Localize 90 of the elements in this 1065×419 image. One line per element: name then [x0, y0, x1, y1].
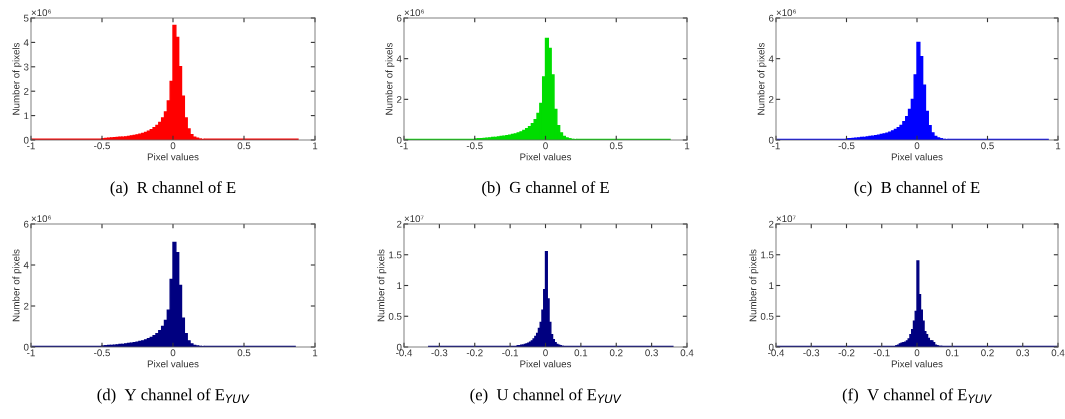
y-tick-label: 0 [396, 136, 402, 144]
y-axis-title: Number of pixels [385, 42, 395, 115]
y-tick-label: 2 [397, 96, 402, 103]
x-tick-label: 0.4 [680, 349, 694, 357]
x-tick-label: 0.5 [237, 349, 251, 357]
text: (e) U channel of E$_{YUV}$ [470, 388, 622, 404]
y-tick-label: 0 [768, 343, 774, 351]
y-tick-label: 6 [769, 14, 774, 22]
x-tick-label: 0 [914, 349, 920, 357]
x-tick-label: 0.3 [1016, 349, 1030, 357]
y-tick-label: 1.5 [761, 251, 774, 259]
x-tick-label: -1 [27, 349, 35, 357]
text: (a) R channel of E [110, 181, 236, 197]
x-tick-label: -0.3 [431, 349, 448, 357]
y-tick-label: 5 [23, 14, 29, 22]
x-tick-label: -0.3 [803, 349, 820, 357]
x-tick-label: -1 [27, 142, 35, 150]
y-tick-label: 0.5 [388, 312, 402, 320]
y-tick-label: 1 [24, 112, 29, 120]
text: ×10⁶ [31, 9, 51, 17]
y-tick-label: 1 [397, 282, 402, 290]
x-tick-label: -0.5 [466, 142, 483, 150]
y-tick-label: 0.5 [760, 312, 774, 320]
text: ×10⁶ [404, 9, 424, 17]
x-axis-title: Pixel values [520, 360, 572, 368]
text: ×10⁷ [404, 215, 424, 223]
text: (b) G channel of E [482, 181, 609, 197]
y-tick-label: 4 [768, 55, 774, 63]
text: (f) V channel of E$_{YUV}$ [842, 388, 992, 404]
y-tick-label: 2 [769, 96, 774, 103]
x-tick-label: 0 [170, 349, 176, 357]
x-tick-label: -1 [772, 142, 780, 150]
y-axis-title: Number of pixels [12, 42, 22, 115]
y-tick-label: 4 [396, 55, 402, 63]
x-tick-label: 1 [313, 142, 318, 150]
x-tick-label: 0.5 [981, 142, 994, 150]
text: ×10⁷ [776, 215, 796, 223]
y-tick-label: 2 [24, 302, 29, 310]
y-tick-label: 0 [23, 136, 29, 144]
y-axis-title: Number of pixels [12, 249, 22, 322]
text: ×10⁶ [31, 215, 51, 223]
y-tick-label: 6 [397, 14, 402, 22]
x-tick-label: -0.5 [838, 142, 855, 150]
x-tick-label: 0.1 [945, 349, 959, 357]
y-axis-title: Number of pixels [757, 42, 767, 115]
x-tick-label: 0.3 [645, 349, 658, 357]
x-tick-label: 0 [914, 142, 920, 150]
x-tick-label: -0.2 [838, 349, 855, 357]
x-tick-label: 0.2 [609, 349, 623, 357]
x-axis-title: Pixel values [147, 360, 199, 368]
x-tick-label: 0 [543, 142, 548, 150]
text: (c) B channel of E [854, 181, 980, 197]
x-tick-label: -0.4 [396, 349, 413, 357]
y-tick-label: 1.5 [389, 251, 402, 259]
x-tick-label: 0.5 [237, 142, 251, 150]
y-tick-label: 1 [769, 282, 774, 290]
y-tick-label: 4 [23, 261, 29, 269]
text: ×10⁶ [776, 9, 796, 17]
y-tick-label: 0 [768, 136, 774, 144]
x-tick-label: -0.4 [768, 349, 785, 357]
y-axis-title: Number of pixels [377, 249, 387, 322]
x-axis-title: Pixel values [891, 360, 943, 368]
x-axis-title: Pixel values [520, 153, 572, 161]
x-tick-label: -1 [400, 142, 408, 150]
y-tick-label: 3 [23, 63, 29, 71]
y-axis-title: Number of pixels [749, 249, 759, 322]
y-tick-label: 4 [23, 39, 29, 46]
y-tick-label: 6 [24, 220, 29, 228]
x-tick-label: 0.5 [609, 142, 623, 150]
x-tick-label: -0.2 [466, 349, 483, 357]
y-tick-label: 0 [23, 343, 29, 351]
x-tick-label: 0.2 [981, 349, 994, 357]
x-tick-label: 1 [1056, 142, 1061, 150]
y-tick-label: 2 [769, 220, 774, 228]
x-tick-label: 0.1 [574, 349, 588, 357]
x-tick-label: -0.5 [94, 349, 110, 357]
x-axis-title: Pixel values [891, 153, 943, 161]
x-tick-label: 1 [313, 349, 318, 357]
x-tick-label: 0 [170, 142, 176, 150]
text: (d) Y channel of E$_{YUV}$ [97, 388, 250, 404]
x-axis-title: Pixel values [147, 153, 199, 161]
x-tick-label: 1 [685, 142, 690, 150]
y-tick-label: 2 [397, 220, 402, 228]
x-tick-label: 0 [543, 349, 548, 357]
x-tick-label: -0.5 [94, 142, 110, 150]
y-tick-label: 0 [396, 343, 402, 351]
x-tick-label: 0.4 [1051, 349, 1065, 357]
x-tick-label: -0.1 [502, 349, 519, 357]
y-tick-label: 2 [24, 87, 29, 95]
x-tick-label: -0.1 [873, 349, 890, 357]
